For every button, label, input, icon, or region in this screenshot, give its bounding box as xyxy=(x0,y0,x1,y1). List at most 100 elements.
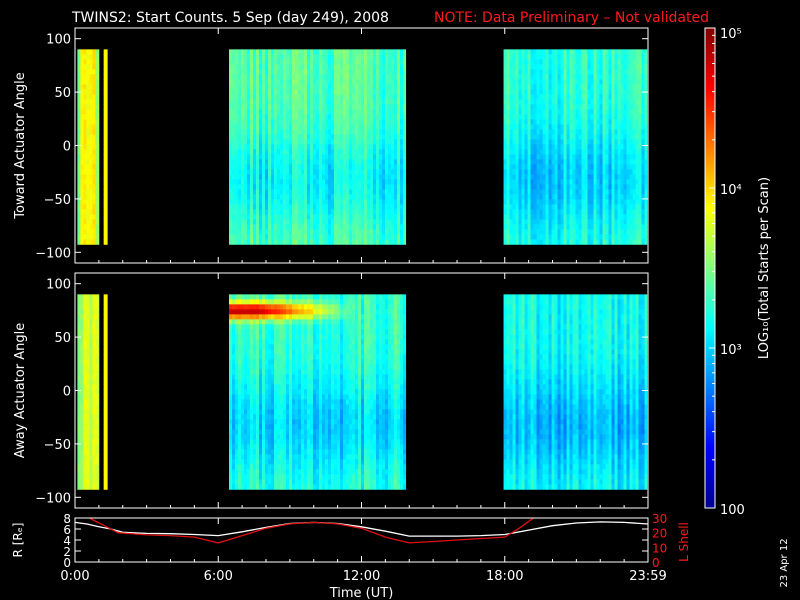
heatmap-cell xyxy=(273,194,278,200)
heatmap-cell xyxy=(506,124,510,130)
heatmap-cell xyxy=(279,229,284,235)
heatmap-cell xyxy=(393,134,398,140)
heatmap-cell xyxy=(243,109,248,115)
heatmap-cell xyxy=(557,119,561,125)
heatmap-cell xyxy=(363,194,368,200)
heatmap-cell xyxy=(339,64,344,70)
heatmap-cell xyxy=(237,224,242,230)
heatmap-cell xyxy=(384,164,389,170)
heatmap-cell xyxy=(527,214,531,220)
heatmap-cell xyxy=(590,214,594,220)
heatmap-cell xyxy=(360,119,365,125)
heatmap-cell xyxy=(608,204,612,210)
heatmap-cell xyxy=(243,84,248,90)
heatmap-cell xyxy=(635,154,639,160)
heatmap-cell xyxy=(270,129,275,135)
heatmap-cell xyxy=(255,169,260,175)
heatmap-cell xyxy=(629,89,633,95)
heatmap-cell xyxy=(390,94,395,100)
heatmap-cell xyxy=(294,199,299,205)
heatmap-cell xyxy=(357,154,362,160)
heatmap-cell xyxy=(545,74,549,80)
heatmap-cell xyxy=(89,424,93,430)
heatmap-cell xyxy=(602,114,606,120)
heatmap-cell xyxy=(506,179,510,185)
heatmap-cell xyxy=(333,49,338,55)
heatmap-cell xyxy=(393,229,398,235)
heatmap-cell xyxy=(237,229,242,235)
heatmap-cell xyxy=(384,109,389,115)
heatmap-cell xyxy=(276,99,281,105)
heatmap-cell xyxy=(533,234,537,240)
heatmap-cell xyxy=(572,139,576,145)
heatmap-cell xyxy=(92,164,96,170)
heatmap-cell xyxy=(77,319,81,325)
heatmap-cell xyxy=(390,189,395,195)
heatmap-cell xyxy=(402,154,407,160)
heatmap-cell xyxy=(288,139,293,145)
heatmap-cell xyxy=(587,159,591,165)
heatmap-cell xyxy=(560,69,564,75)
heatmap-cell xyxy=(629,109,633,115)
heatmap-cell xyxy=(95,219,99,225)
heatmap-cell xyxy=(393,129,398,135)
heatmap-cell xyxy=(596,114,600,120)
heatmap-cell xyxy=(554,214,558,220)
heatmap-cell xyxy=(375,159,380,165)
heatmap-cell xyxy=(309,224,314,230)
heatmap-cell xyxy=(557,129,561,135)
heatmap-cell xyxy=(518,199,522,205)
heatmap-cell xyxy=(557,199,561,205)
heatmap-cell xyxy=(86,399,90,405)
heatmap-cell xyxy=(282,154,287,160)
heatmap-cell xyxy=(315,119,320,125)
heatmap-cell xyxy=(384,144,389,150)
heatmap-cell xyxy=(605,54,609,60)
heatmap-cell xyxy=(80,54,84,60)
heatmap-cell xyxy=(635,89,639,95)
heatmap-cell xyxy=(324,124,329,130)
heatmap-cell xyxy=(228,199,233,205)
heatmap-cell xyxy=(578,194,582,200)
heatmap-cell xyxy=(381,204,386,210)
heatmap-cell xyxy=(390,229,395,235)
heatmap-cell xyxy=(234,174,239,180)
heatmap-cell xyxy=(312,69,317,75)
heatmap-cell xyxy=(384,194,389,200)
heatmap-cell xyxy=(264,139,269,145)
heatmap-cell xyxy=(375,209,380,215)
heatmap-cell xyxy=(83,434,87,440)
heatmap-cell xyxy=(309,84,314,90)
heatmap-cell xyxy=(611,109,615,115)
heatmap-cell xyxy=(509,124,513,130)
heatmap-cell xyxy=(264,69,269,75)
heatmap-cell xyxy=(599,174,603,180)
heatmap-cell xyxy=(575,49,579,55)
heatmap-cell xyxy=(333,114,338,120)
heatmap-cell xyxy=(402,99,407,105)
heatmap-cell xyxy=(536,104,540,110)
heatmap-cell xyxy=(402,159,407,165)
heatmap-cell xyxy=(632,159,636,165)
heatmap-cell xyxy=(312,199,317,205)
heatmap-cell xyxy=(605,104,609,110)
heatmap-cell xyxy=(300,169,305,175)
heatmap-cell xyxy=(593,159,597,165)
heatmap-cell xyxy=(575,194,579,200)
heatmap-cell xyxy=(539,239,543,245)
heatmap-cell xyxy=(623,104,627,110)
heatmap-cell xyxy=(80,169,84,175)
heatmap-cell xyxy=(92,84,96,90)
heatmap-cell xyxy=(617,54,621,60)
heatmap-cell xyxy=(629,59,633,65)
heatmap-cell xyxy=(252,89,257,95)
heatmap-cell xyxy=(554,159,558,165)
heatmap-cell xyxy=(237,184,242,190)
heatmap-cell xyxy=(294,179,299,185)
heatmap-cell xyxy=(348,119,353,125)
heatmap-cell xyxy=(288,174,293,180)
heatmap-cell xyxy=(593,194,597,200)
heatmap-cell xyxy=(285,119,290,125)
heatmap-cell xyxy=(77,349,81,355)
heatmap-cell xyxy=(536,204,540,210)
